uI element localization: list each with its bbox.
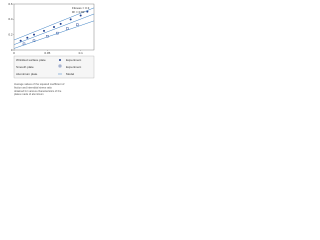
caption: Average values of the squared coefficien…: [14, 82, 65, 96]
legend-table: [13, 55, 95, 79]
y-tick-label: 0.6: [8, 2, 13, 6]
point: [19, 39, 22, 42]
point: [26, 36, 29, 39]
fit-line: [13, 13, 95, 45]
table-symbol: [58, 64, 62, 68]
point: [43, 29, 45, 32]
annotation: Fitness = 0.3: [72, 6, 90, 10]
fit-line: [13, 20, 95, 49]
page: {"chart_data": {"type": "scatter", "xlim…: [0, 0, 100, 132]
table-cell: Experiment: [66, 65, 81, 69]
point: [69, 18, 72, 21]
point: [86, 10, 89, 13]
point: [53, 26, 55, 28]
point: [66, 27, 69, 30]
y-tick-label: 0.4: [8, 17, 13, 21]
y-tick-label: 0: [11, 48, 13, 52]
point: [79, 14, 82, 17]
table-cell: Aluminium plate: [16, 72, 38, 76]
fit-line: [13, 7, 95, 41]
point: [59, 22, 62, 25]
table-symbol: [59, 59, 61, 61]
table-cell: Wrinkled surface plate: [16, 58, 46, 62]
annotation: R² = 0.83: [72, 10, 85, 14]
x-tick-label: 0.1: [79, 51, 84, 55]
table-cell: Smooth plate: [16, 65, 34, 69]
y-tick-label: 0.2: [8, 32, 13, 36]
x-tick-label: 0.05: [44, 51, 50, 55]
point: [76, 23, 79, 26]
table-cell: Model: [66, 72, 75, 76]
point: [33, 33, 35, 36]
table-cell: Experiment: [66, 58, 81, 62]
x-tick-label: 0: [13, 51, 15, 55]
